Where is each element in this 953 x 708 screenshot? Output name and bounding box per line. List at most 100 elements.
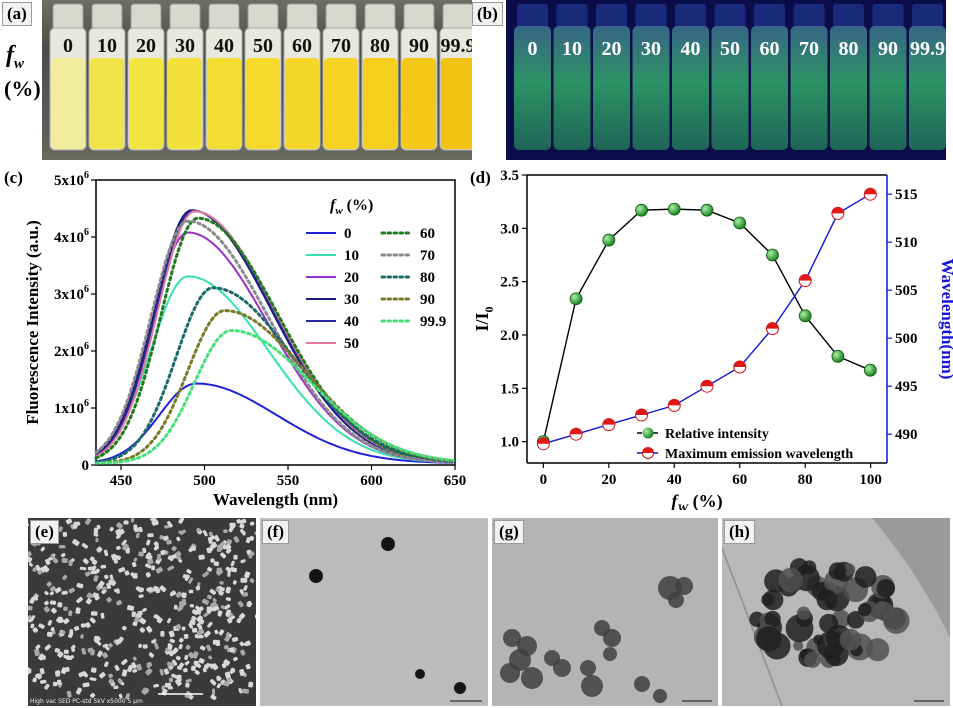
vial-a-label: 99.9 [441,35,473,57]
sem-particle [86,592,93,599]
vial-liquid-a [441,58,472,149]
sem-particle [121,658,128,666]
sem-particle [173,604,178,610]
sem-particle [62,531,68,537]
tem-image-g [492,518,718,706]
vial-liquid-a [324,58,358,149]
sem-particle [85,622,91,628]
point-emission-wavelength [863,187,877,201]
sem-particle [219,581,224,585]
sem-particle [75,687,82,695]
sem-particle [122,543,129,551]
tem-aggregate-h [854,566,877,588]
legend-title-f: f [330,197,337,214]
point-relative-intensity [602,233,616,247]
sem-particle [182,574,190,580]
sem-particle [241,688,249,694]
sem-particle [178,518,185,524]
sem-particle [166,618,172,624]
vial-liquid-a [246,58,280,149]
sem-particle [81,647,87,655]
sem-particle [196,615,204,623]
vials-daylight-svg: 0 10 20 30 40 50 60 70 80 90 99.9 [49,3,473,151]
legend-title-sub: w [335,205,343,217]
sem-image: High vac SED PC-std 5kV x5000 5 µm [28,518,256,706]
sem-particle [249,521,255,526]
sem-particle [153,683,159,688]
sem-particle [138,643,142,648]
sem-particle [171,647,179,655]
vial-cap-b [754,4,785,28]
chart-d-relative-intensity: 0 20 40 60 80 100 1.0 1.5 2.0 2.5 3.0 3.5 490 495 500 5… [472,168,953,510]
sem-particle [153,519,159,526]
sem-particle [163,668,170,675]
vial-liquid-a [51,58,85,149]
sem-particle [171,554,177,559]
legend-marker-relative-intensity [642,427,654,439]
y-axis-label-left-d: I/I0 [472,306,496,331]
vial-cap-b [556,4,588,28]
legend-label-c-40: 40 [344,314,359,330]
sem-particle [47,620,53,626]
sem-particle [171,659,178,666]
y-tick-label-c: 2x106 [54,341,89,360]
tem-aggregate-h [804,651,821,668]
sem-particle [32,567,37,572]
sem-particle [134,527,139,533]
legend-label-c-0: 0 [344,226,352,242]
series-line-c-99.9 [94,328,455,465]
series-line-relative-intensity [542,208,871,442]
sem-particle [138,551,144,557]
legend-label-relative-intensity: Relative intensity [665,427,769,442]
sem-particle [52,681,58,687]
y-tick-label-right-d: 510 [895,235,918,251]
sem-particle [132,621,138,627]
x-axis-label-f: f [671,491,679,510]
point-relative-intensity [569,292,583,306]
y-tick-exp-c: 6 [84,341,89,352]
vial-b-60: 60 [751,4,788,150]
vial-b-label: 50 [720,38,740,60]
sem-particle [201,598,210,605]
sem-particle [106,582,112,590]
vial-cap-a [247,3,279,31]
vial-glass-b [830,26,867,150]
vial-cap-a [403,3,435,31]
tem-aggregate-h [778,567,803,593]
series-line-c-70 [94,219,455,464]
sem-particle [145,563,152,569]
vial-b-label: 0 [528,38,538,60]
sem-particle [70,644,76,650]
vial-cap-b [714,4,746,28]
series-line-emission-wavelength [543,193,871,445]
sem-particle [206,644,212,652]
sem-particle [206,606,214,614]
sem-particle [73,521,78,527]
tem-particle-f [415,669,425,679]
sem-particle [223,644,229,650]
sem-particle [29,596,36,604]
sem-particle [218,590,224,596]
sem-particle [108,642,113,648]
sem-particle [32,677,37,683]
y-tick-exp-c: 6 [84,284,89,295]
sem-particle [124,570,130,576]
legend-label-emission-wavelength: Maximum emission wavelength [665,447,853,462]
y-tick-label-c: 0 [82,458,90,474]
chart-c-emission-spectra: 450 500 550 600 65001x1062x1063x1064x1065x10… [23,170,466,509]
y-tick-exp-c: 6 [84,398,89,409]
sem-particle [114,664,120,671]
vial-glass-b [514,26,551,150]
vial-glass-b [672,26,709,150]
sem-particle [207,566,213,572]
sem-particle [69,629,74,636]
point-emission-wavelength [635,408,649,422]
sem-particle [225,548,232,554]
point-wavelength-top [642,447,654,453]
sem-particle [28,556,33,563]
sem-particle [189,604,195,608]
sem-particle [116,545,121,550]
sem-particle [62,574,68,581]
sem-particle [84,571,91,577]
panel-b-label: (b) [472,2,503,26]
